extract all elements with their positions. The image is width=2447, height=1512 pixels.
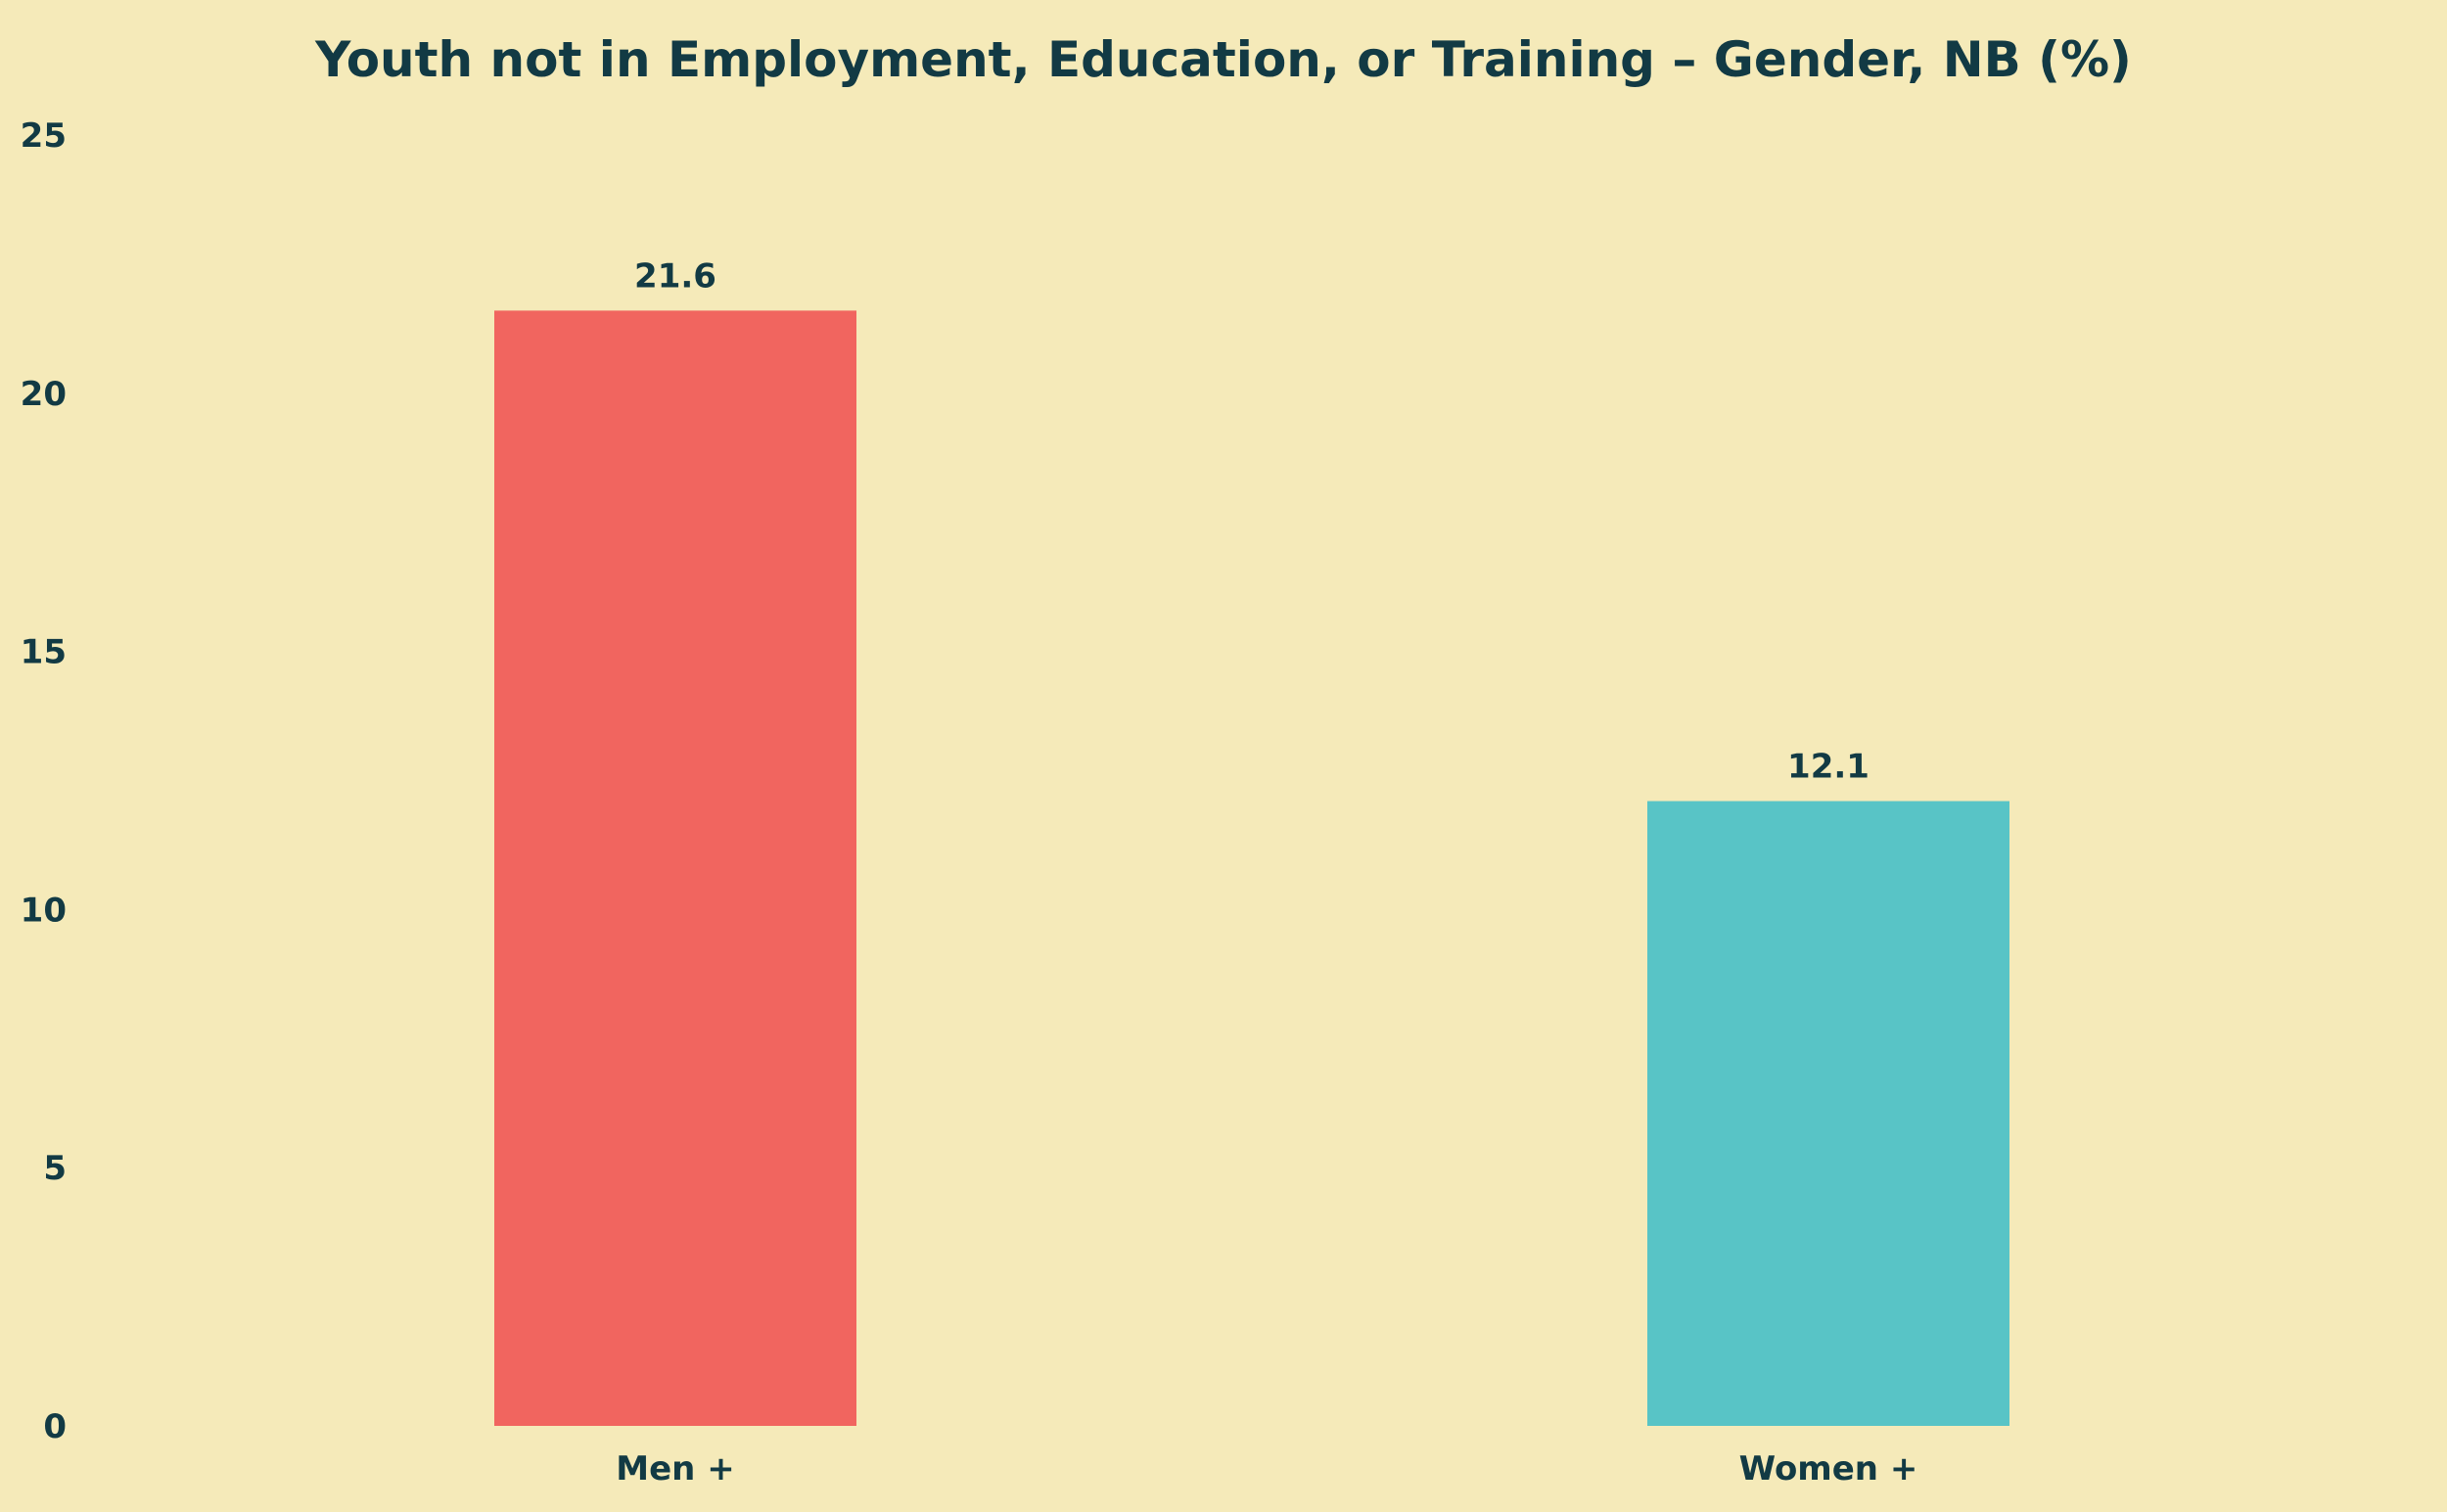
x-axis: Men + Women + — [616, 1449, 1917, 1489]
y-tick-label: 25 — [21, 116, 67, 156]
chart-title: Youth not in Employment, Education, or T… — [314, 31, 2132, 88]
bar-1 — [1647, 801, 2009, 1426]
y-tick-label: 0 — [43, 1407, 67, 1446]
bar-0 — [494, 310, 856, 1426]
y-tick-label: 20 — [21, 375, 67, 414]
bar-value-label: 12.1 — [1787, 748, 1870, 787]
x-category-label: Men + — [616, 1449, 734, 1489]
value-labels: 21.6 12.1 — [634, 256, 1870, 786]
y-axis: 0 5 10 15 20 25 — [21, 116, 67, 1446]
bar-value-label: 21.6 — [634, 256, 716, 296]
x-category-label: Women + — [1739, 1449, 1918, 1489]
y-tick-label: 10 — [21, 891, 67, 930]
bars — [494, 310, 2009, 1426]
y-tick-label: 15 — [21, 633, 67, 672]
y-tick-label: 5 — [43, 1149, 67, 1188]
